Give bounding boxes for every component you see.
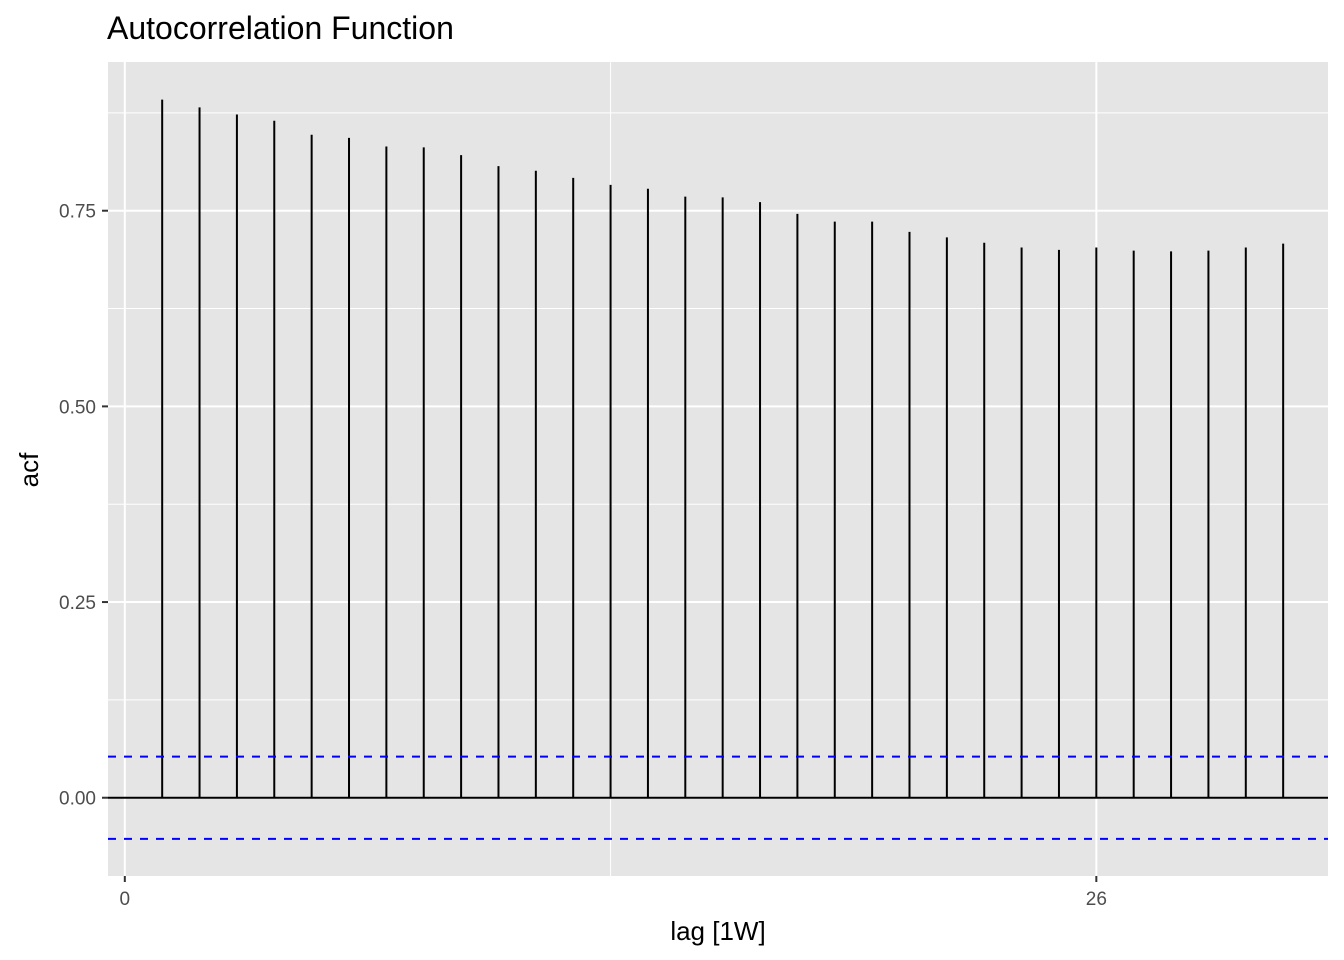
y-axis: 0.00 0.25 0.50 0.75	[59, 202, 108, 810]
plot-panel	[108, 62, 1328, 876]
confidence-bounds	[108, 755, 1328, 840]
y-tick-label: 0.75	[59, 202, 96, 223]
y-tick-label: 0.50	[59, 397, 96, 418]
x-axis: 0 26	[120, 876, 1107, 910]
y-tick-label: 0.00	[59, 789, 96, 810]
chart-title: Autocorrelation Function	[107, 10, 454, 46]
x-tick-label: 0	[120, 889, 131, 910]
x-axis-title: lag [1W]	[670, 916, 765, 946]
y-axis-title: acf	[14, 452, 44, 487]
y-tick-label: 0.25	[59, 593, 96, 614]
acf-bars	[161, 99, 1285, 798]
x-tick-label: 26	[1086, 889, 1107, 910]
